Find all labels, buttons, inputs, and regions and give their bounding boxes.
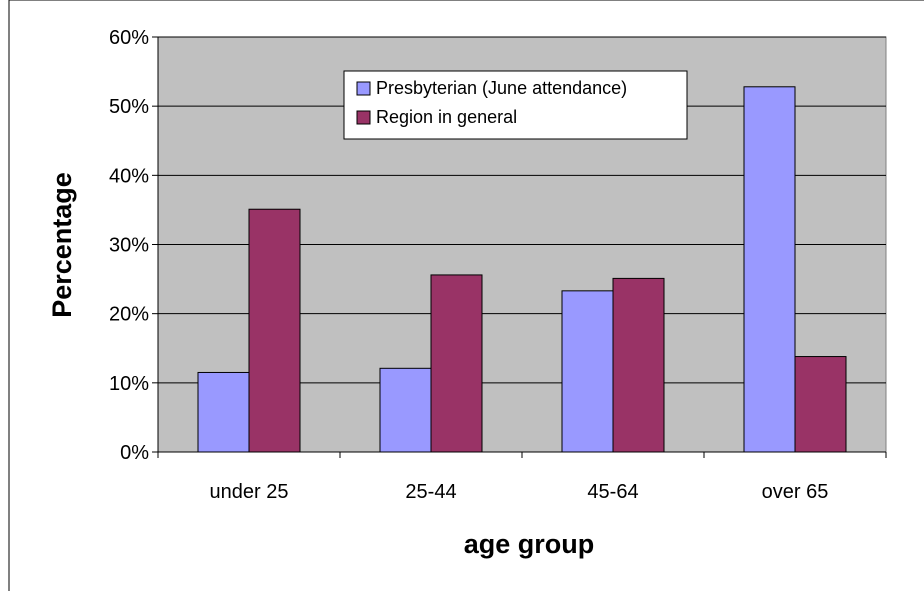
legend: Presbyterian (June attendance) Region in… <box>343 70 688 140</box>
y-tick-label: 40% <box>109 165 149 187</box>
legend-box <box>343 70 688 140</box>
legend-label-region: Region in general <box>376 107 517 127</box>
x-tick-label: 45-64 <box>587 481 638 503</box>
bar-presbyterian <box>197 371 250 453</box>
y-tick-label: 20% <box>109 304 149 326</box>
y-tick-label: 30% <box>109 235 149 257</box>
legend-label-presbyterian: Presbyterian (June attendance) <box>376 78 627 98</box>
y-tick-label: 50% <box>109 96 149 118</box>
bar-region <box>248 208 301 453</box>
x-tick-label: over 65 <box>762 481 829 503</box>
bar-presbyterian <box>561 290 614 453</box>
x-tick-label: under 25 <box>210 481 289 503</box>
bar-presbyterian <box>379 367 432 453</box>
y-tick-label: 10% <box>109 373 149 395</box>
bar-region <box>430 274 483 453</box>
x-tick-label: 25-44 <box>405 481 456 503</box>
bar-region <box>794 356 847 453</box>
bar-presbyterian <box>743 86 796 453</box>
legend-swatch-presbyterian <box>356 81 371 96</box>
axes: 0% 10% 20% 30% 40% 50% 60% under 25 25-44 45-64 ov… <box>109 27 887 503</box>
x-axis-title: age group <box>464 529 595 559</box>
legend-swatch-region <box>356 110 371 125</box>
y-tick-label: 0% <box>120 442 149 464</box>
bar-region <box>612 277 665 453</box>
y-tick-label: 60% <box>109 27 149 49</box>
y-axis-title: Percentage <box>47 172 77 318</box>
